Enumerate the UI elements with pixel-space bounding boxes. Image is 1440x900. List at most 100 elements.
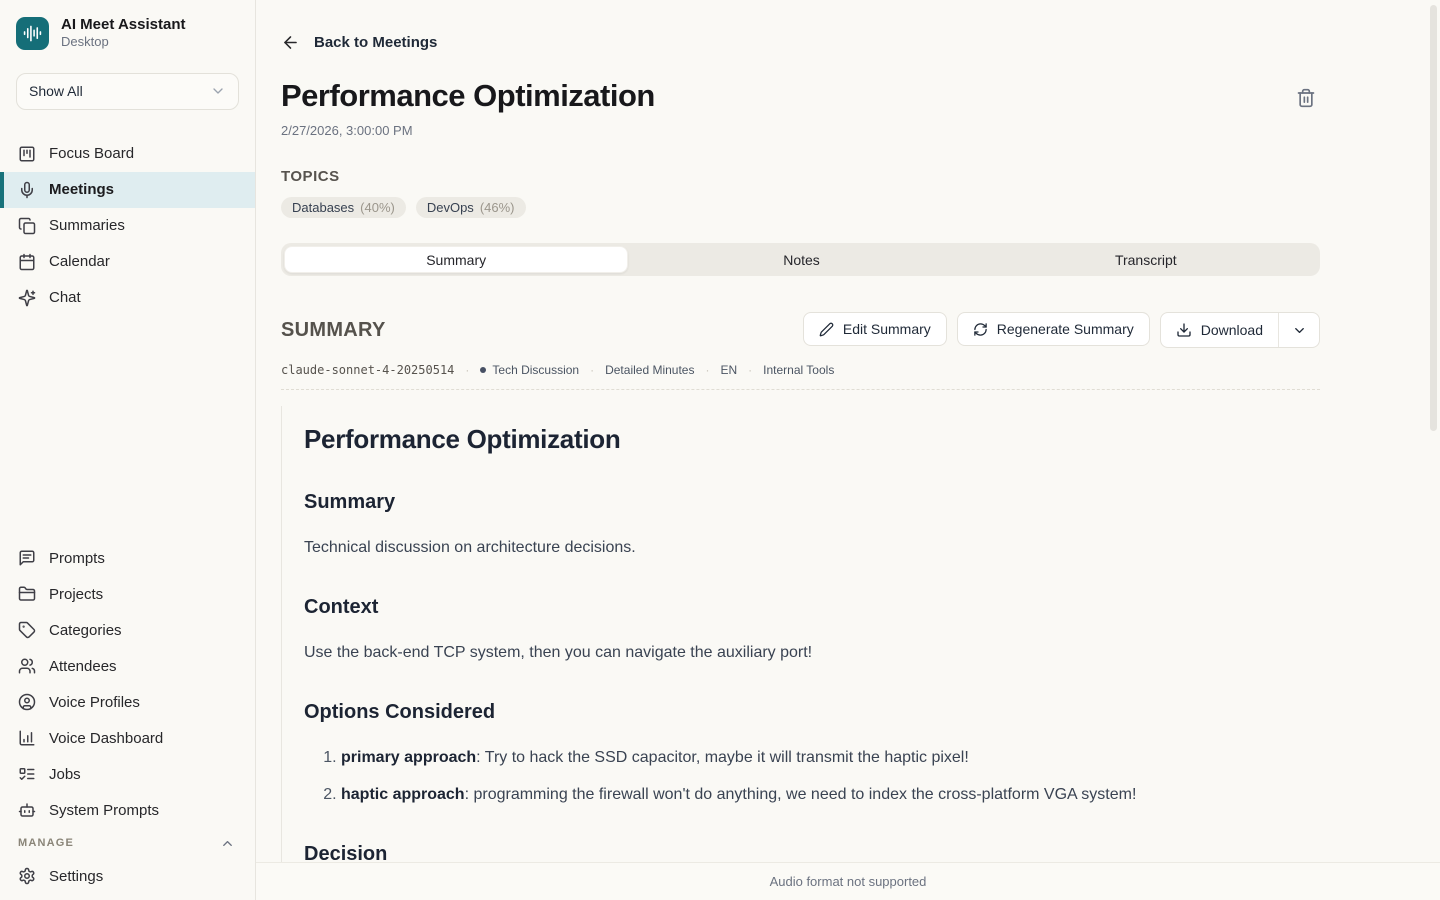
sidebar-item-attendees[interactable]: Attendees bbox=[0, 648, 255, 684]
folder-icon bbox=[18, 585, 36, 603]
download-label: Download bbox=[1200, 322, 1263, 338]
topic-badge: Databases (40%) bbox=[281, 197, 406, 218]
options-list: primary approach: Try to hack the SSD ca… bbox=[304, 746, 1320, 807]
download-options-button[interactable] bbox=[1278, 313, 1319, 347]
main-content: Back to Meetings Performance Optimizatio… bbox=[256, 0, 1440, 900]
summary-document: Performance Optimization Summary Technic… bbox=[281, 406, 1320, 900]
users-icon bbox=[18, 657, 36, 675]
app-title: AI Meet Assistant bbox=[61, 16, 186, 33]
mic-icon bbox=[18, 181, 36, 199]
download-button[interactable]: Download bbox=[1161, 313, 1278, 347]
summary-panel-heading: SUMMARY bbox=[281, 318, 386, 341]
category-label: Tech Discussion bbox=[492, 363, 580, 377]
refresh-icon bbox=[973, 322, 988, 337]
chevron-down-icon bbox=[1292, 323, 1307, 338]
sidebar-manage-section: MANAGE Settings bbox=[0, 828, 255, 900]
sidebar-item-label: Meetings bbox=[49, 181, 115, 199]
app-brand: AI Meet Assistant Desktop bbox=[0, 0, 255, 61]
meta-separator: · bbox=[748, 363, 753, 377]
sidebar-item-label: Calendar bbox=[49, 253, 110, 271]
show-all-select[interactable]: Show All bbox=[16, 72, 239, 110]
sidebar-item-projects[interactable]: Projects bbox=[0, 576, 255, 612]
sparkles-icon bbox=[18, 289, 36, 307]
meta-divider bbox=[281, 389, 1320, 390]
tag-icon bbox=[18, 621, 36, 639]
sidebar-item-label: Jobs bbox=[49, 765, 81, 783]
meta-separator: · bbox=[590, 363, 595, 377]
meeting-datetime: 2/27/2026, 3:00:00 PM bbox=[281, 123, 413, 138]
sidebar-nav-tools: Prompts Projects Categories Attendees Vo… bbox=[0, 540, 255, 828]
circle-user-icon bbox=[18, 693, 36, 711]
scrollbar-thumb[interactable] bbox=[1430, 5, 1437, 431]
sidebar-item-prompts[interactable]: Prompts bbox=[0, 540, 255, 576]
sidebar-item-calendar[interactable]: Calendar bbox=[0, 244, 255, 280]
section-heading-summary: Summary bbox=[304, 491, 396, 513]
back-to-meetings-button[interactable]: Back to Meetings bbox=[281, 33, 437, 52]
topic-percent: (46%) bbox=[479, 200, 515, 215]
meta-separator: · bbox=[705, 363, 710, 377]
chevron-down-icon bbox=[210, 83, 226, 99]
category-dot-icon bbox=[480, 367, 487, 373]
tab-transcript[interactable]: Transcript bbox=[1114, 251, 1177, 268]
sidebar-item-label: Attendees bbox=[49, 657, 117, 675]
chevron-up-icon bbox=[220, 836, 235, 851]
sidebar-item-voice-dashboard[interactable]: Voice Dashboard bbox=[0, 720, 255, 756]
option-item: haptic approach: programming the firewal… bbox=[341, 783, 1320, 807]
tab-notes[interactable]: Notes bbox=[783, 251, 820, 268]
sidebar-item-jobs[interactable]: Jobs bbox=[0, 756, 255, 792]
topic-name: Databases bbox=[292, 200, 355, 215]
sidebar-item-system-prompts[interactable]: System Prompts bbox=[0, 792, 255, 828]
download-split-button: Download bbox=[1159, 312, 1320, 348]
copy-icon bbox=[18, 217, 36, 235]
calendar-icon bbox=[18, 253, 36, 271]
summary-meta-row: claude-sonnet-4-20250514 · Tech Discussi… bbox=[281, 363, 1320, 377]
download-icon bbox=[1176, 322, 1192, 338]
edit-summary-label: Edit Summary bbox=[842, 321, 931, 337]
topic-name: DevOps bbox=[426, 200, 474, 215]
delete-meeting-button[interactable] bbox=[1292, 84, 1320, 115]
option-text: : Try to hack the SSD capacitor, maybe i… bbox=[476, 749, 969, 766]
sidebar-item-summaries[interactable]: Summaries bbox=[0, 208, 255, 244]
tabbar: Summary Notes Transcript bbox=[281, 243, 1320, 276]
model-name: claude-sonnet-4-20250514 bbox=[281, 363, 455, 377]
audio-status-message: Audio format not supported bbox=[769, 874, 927, 889]
option-term: haptic approach bbox=[341, 786, 465, 803]
option-item: primary approach: Try to hack the SSD ca… bbox=[341, 746, 1320, 770]
topic-percent: (40%) bbox=[360, 200, 395, 215]
audio-waveform-logo-icon bbox=[16, 16, 49, 50]
sidebar-item-focus-board[interactable]: Focus Board bbox=[0, 136, 255, 172]
meta-language: EN bbox=[720, 363, 738, 377]
sidebar-item-label: Projects bbox=[49, 585, 104, 603]
topics-heading: TOPICS bbox=[281, 168, 340, 185]
sidebar-item-label: System Prompts bbox=[49, 801, 160, 819]
sidebar-item-label: Settings bbox=[49, 867, 104, 885]
sidebar-item-settings[interactable]: Settings bbox=[0, 858, 255, 894]
regenerate-summary-button[interactable]: Regenerate Summary bbox=[956, 312, 1150, 346]
sidebar-item-label: Focus Board bbox=[49, 145, 135, 163]
sidebar-item-label: Voice Dashboard bbox=[49, 729, 164, 747]
tab-summary[interactable]: Summary bbox=[284, 246, 629, 273]
document-title: Performance Optimization bbox=[304, 424, 621, 454]
sidebar-item-label: Prompts bbox=[49, 549, 105, 567]
sidebar-item-voice-profiles[interactable]: Voice Profiles bbox=[0, 684, 255, 720]
message-square-text-icon bbox=[18, 549, 36, 567]
sidebar-item-meetings[interactable]: Meetings bbox=[0, 171, 255, 208]
sidebar-spacer bbox=[0, 316, 255, 514]
topic-badge: DevOps (46%) bbox=[415, 197, 526, 218]
arrow-left-icon bbox=[281, 33, 300, 52]
option-text: : programming the firewall won't do anyt… bbox=[464, 786, 1137, 803]
bar-chart-icon bbox=[18, 729, 36, 747]
sidebar-item-chat[interactable]: Chat bbox=[0, 280, 255, 316]
meta-scope: Internal Tools bbox=[763, 363, 835, 377]
meta-style: Detailed Minutes bbox=[605, 363, 695, 377]
section-heading-options: Options Considered bbox=[304, 701, 496, 723]
show-all-value: Show All bbox=[29, 83, 83, 100]
section-heading-context: Context bbox=[304, 596, 379, 618]
manage-section-toggle[interactable]: MANAGE bbox=[0, 828, 255, 858]
sidebar-item-categories[interactable]: Categories bbox=[0, 612, 255, 648]
section-text-context: Use the back-end TCP system, then you ca… bbox=[304, 644, 813, 661]
sidebar-nav-primary: Focus Board Meetings Summaries Calendar … bbox=[0, 136, 255, 316]
sidebar-item-label: Voice Profiles bbox=[49, 693, 140, 711]
edit-summary-button[interactable]: Edit Summary bbox=[802, 312, 947, 346]
gear-icon bbox=[18, 867, 36, 885]
